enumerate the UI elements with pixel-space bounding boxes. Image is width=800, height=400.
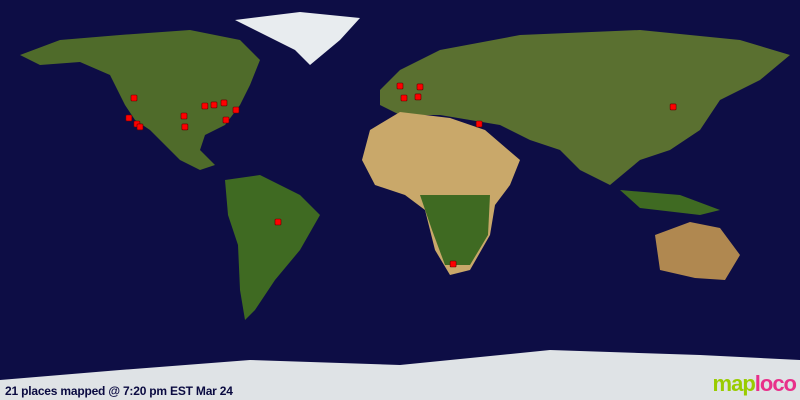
place-marker[interactable] (130, 94, 138, 102)
place-marker[interactable] (201, 102, 209, 110)
maploco-logo[interactable]: maploco (712, 371, 797, 397)
place-marker[interactable] (416, 83, 424, 91)
place-marker[interactable] (136, 123, 144, 131)
place-marker[interactable] (400, 94, 408, 102)
place-marker[interactable] (475, 120, 483, 128)
place-marker[interactable] (180, 112, 188, 120)
logo-part-loco: loco (754, 371, 797, 396)
places-mapped-caption: 21 places mapped @ 7:20 pm EST Mar 24 (5, 384, 233, 398)
place-marker[interactable] (210, 101, 218, 109)
place-marker[interactable] (396, 82, 404, 90)
indonesia (620, 190, 720, 215)
place-marker[interactable] (274, 218, 282, 226)
eurasia (380, 30, 790, 185)
place-marker[interactable] (669, 103, 677, 111)
central-africa (420, 195, 490, 265)
place-marker[interactable] (449, 260, 457, 268)
logo-part-map: map (712, 371, 756, 396)
place-marker[interactable] (232, 106, 240, 114)
antarctica (0, 350, 800, 400)
place-marker[interactable] (125, 114, 133, 122)
place-marker[interactable] (181, 123, 189, 131)
north-america (20, 30, 260, 170)
place-marker[interactable] (220, 99, 228, 107)
australia (655, 222, 740, 280)
place-marker[interactable] (222, 116, 230, 124)
place-marker[interactable] (414, 93, 422, 101)
greenland (235, 12, 360, 65)
south-america (225, 175, 320, 320)
